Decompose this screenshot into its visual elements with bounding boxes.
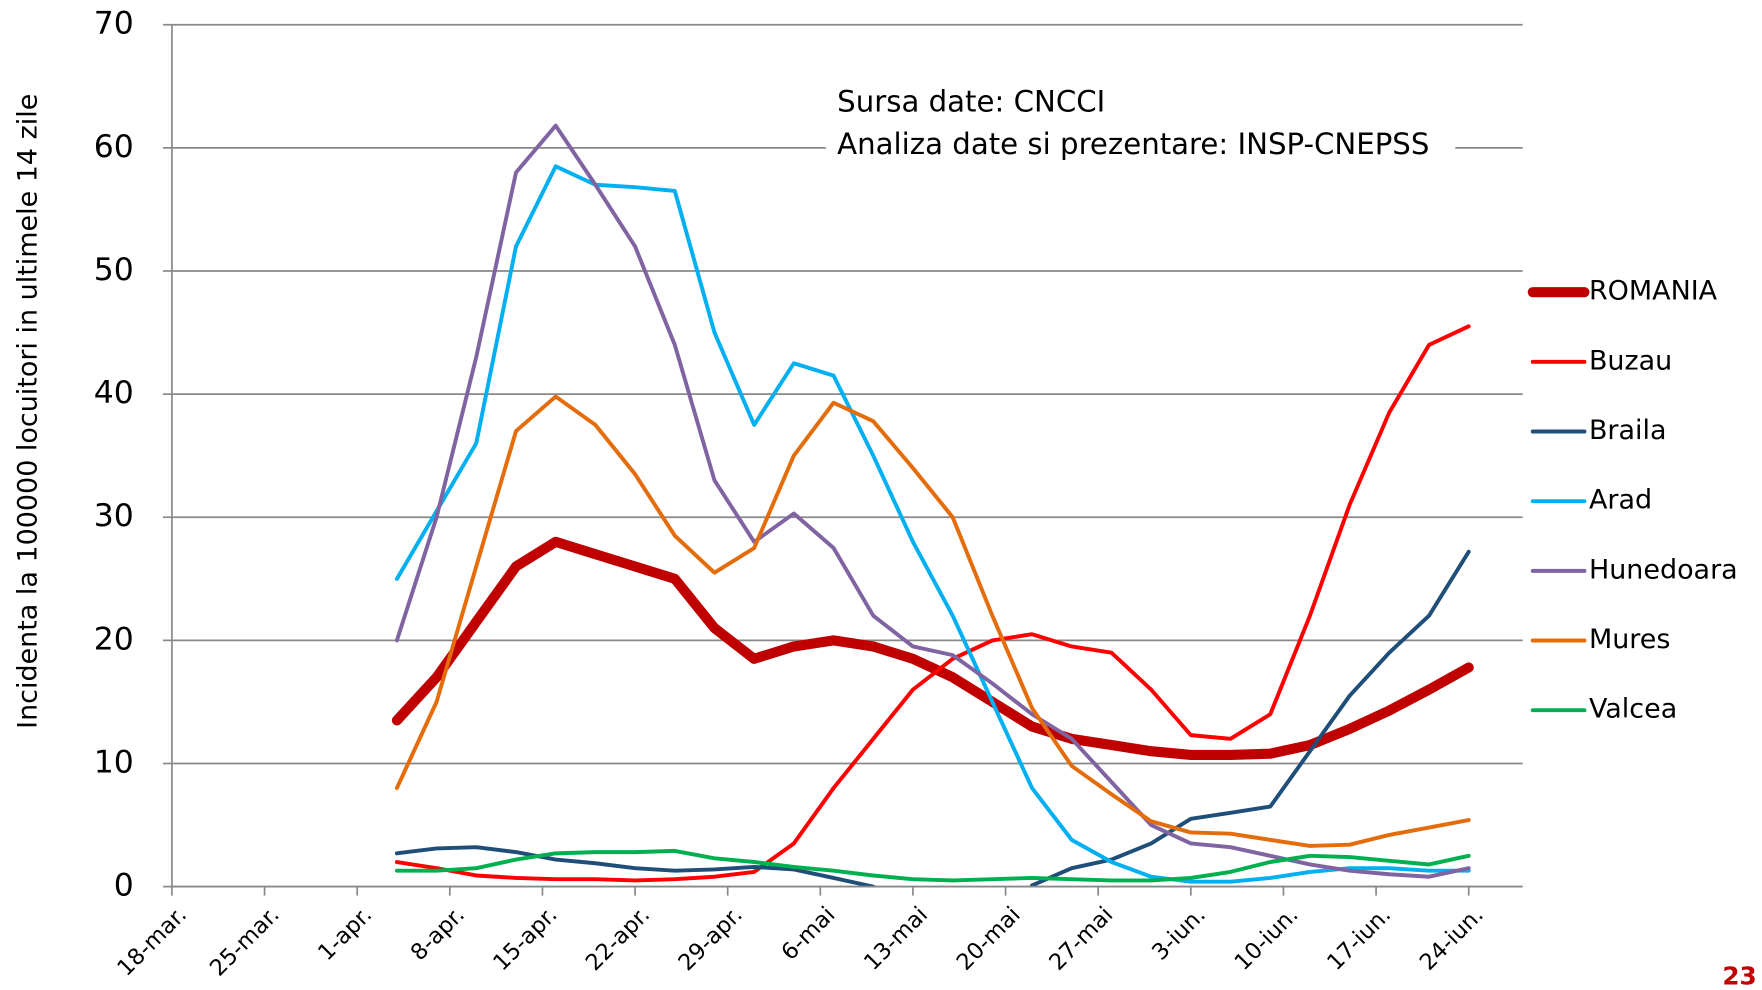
- x-tick-label: 27-mai: [1044, 902, 1118, 976]
- annotation-background: [825, 121, 1456, 171]
- series-line: [394, 324, 1471, 883]
- y-tick-label: 20: [94, 621, 134, 657]
- legend: ROMANIA Buzau Braila Arad Hunedoara Mures Valc…: [1527, 276, 1738, 725]
- x-tick-label: 22-apr.: [581, 902, 655, 976]
- x-tick-label: 17-iun.: [1322, 902, 1396, 976]
- x-tick-label: 10-iun.: [1230, 902, 1304, 976]
- series-line: [394, 164, 1471, 884]
- legend-label: Braila: [1589, 415, 1667, 446]
- series-line: [394, 848, 1471, 883]
- x-tick-label: 24-iun.: [1415, 902, 1489, 976]
- x-tick-label: 25-mar.: [205, 902, 285, 982]
- annotation: Analiza date si prezentare: INSP-CNEPSS: [837, 127, 1429, 161]
- y-axis-label: Incidenta la 100000 locuitori in ultimel…: [13, 94, 44, 729]
- annotation: Sursa date: CNCCI: [837, 84, 1105, 118]
- series-line: [394, 549, 1471, 887]
- series-line: [394, 394, 1471, 848]
- series-line: [391, 536, 1474, 760]
- y-tick-label: 70: [94, 6, 134, 42]
- x-tick-label: 3-iun.: [1147, 902, 1211, 966]
- x-tick-label: 6-mai: [777, 902, 841, 966]
- legend-label: Valcea: [1589, 694, 1677, 725]
- x-tick-label: 29-apr.: [673, 902, 747, 976]
- y-tick-label: 30: [94, 498, 134, 534]
- x-tick-label: 20-mai: [952, 902, 1026, 976]
- y-tick-label: 50: [94, 252, 134, 288]
- lines: [391, 123, 1474, 887]
- y-tick-label: 10: [94, 744, 134, 780]
- legend-label: Buzau: [1589, 345, 1672, 376]
- x-tick-label: 18-mar.: [112, 902, 192, 982]
- y-tick-label: 0: [114, 868, 134, 904]
- y-tick-label: 40: [94, 375, 134, 411]
- x-tick-label: 1-apr.: [313, 902, 377, 966]
- x-tick-label: 15-apr.: [488, 902, 562, 976]
- x-tick-label: 13-mai: [859, 902, 933, 976]
- page-number: 23: [1722, 962, 1756, 990]
- legend-label: ROMANIA: [1589, 276, 1718, 307]
- y-tick-label: 60: [94, 129, 134, 165]
- legend-label: Arad: [1589, 485, 1652, 516]
- x-tick-label: 8-apr.: [406, 902, 470, 966]
- legend-label: Hunedoara: [1589, 554, 1738, 585]
- legend-label: Mures: [1589, 624, 1670, 655]
